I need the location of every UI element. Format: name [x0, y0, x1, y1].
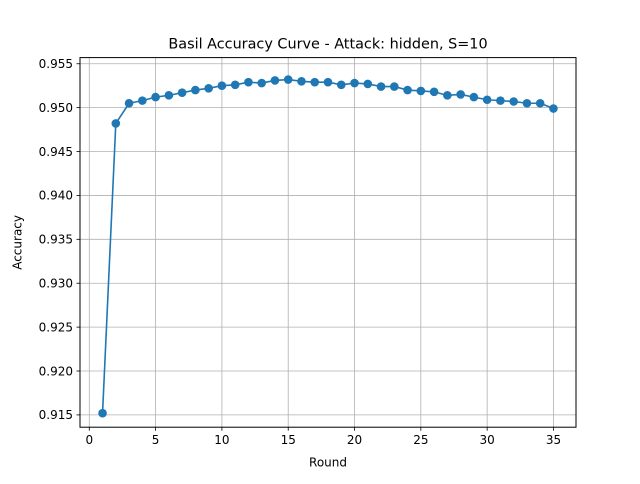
y-tick-label: 0.940 — [39, 189, 73, 203]
data-point — [230, 80, 240, 90]
data-point — [403, 85, 412, 95]
data-point — [443, 91, 452, 100]
data-point — [124, 98, 134, 108]
data-point — [310, 77, 320, 87]
y-tick-label: 0.920 — [39, 364, 73, 378]
data-point — [416, 86, 426, 96]
data-point — [429, 87, 439, 97]
data-point — [363, 79, 373, 89]
data-point — [244, 77, 253, 87]
data-point — [111, 119, 121, 128]
x-tick-label: 20 — [347, 433, 362, 447]
data-point — [496, 96, 505, 105]
data-point — [204, 84, 213, 93]
data-point — [482, 95, 492, 105]
grid-lines — [80, 57, 576, 428]
x-tick-label: 10 — [214, 433, 229, 447]
plot-area-frame — [79, 57, 577, 428]
data-point — [390, 82, 399, 91]
y-tick-label: 0.950 — [39, 101, 73, 115]
data-point — [350, 78, 359, 88]
data-point — [469, 92, 479, 102]
x-tick-label: 0 — [85, 433, 93, 447]
data-point — [191, 85, 200, 95]
x-tick-label: 30 — [480, 433, 495, 447]
data-point — [177, 88, 187, 98]
data-point — [98, 408, 107, 418]
data-point — [138, 96, 147, 105]
data-point — [522, 98, 532, 108]
data-point — [509, 97, 518, 106]
series-layer — [98, 75, 558, 418]
y-tick-label: 0.935 — [39, 233, 73, 247]
chart-title: Basil Accuracy Curve - Attack: hidden, S… — [168, 37, 487, 53]
x-axis-ticks: 0 5 10 15 20 25 30 35 — [85, 427, 561, 447]
x-tick-label: 5 — [152, 433, 160, 447]
x-tick-label: 25 — [413, 433, 428, 447]
y-tick-label: 0.955 — [39, 57, 73, 71]
y-tick-label: 0.925 — [39, 320, 73, 334]
data-point — [323, 77, 333, 87]
y-tick-label: 0.915 — [39, 408, 73, 422]
data-point — [336, 80, 346, 90]
data-point — [297, 77, 306, 86]
y-tick-label: 0.930 — [39, 277, 73, 291]
y-tick-label: 0.945 — [39, 145, 73, 159]
data-point — [151, 92, 160, 102]
y-axis-ticks: 0.915 0.920 0.925 0.930 0.935 0.940 0.945 0.950… — [39, 57, 80, 422]
x-tick-label: 15 — [281, 433, 296, 447]
x-axis-label: Round — [309, 456, 347, 470]
data-point — [283, 75, 293, 84]
data-point — [376, 82, 386, 91]
data-point — [549, 104, 558, 113]
data-point — [164, 91, 174, 100]
y-axis-label: Accuracy — [11, 215, 25, 270]
data-point — [257, 78, 266, 88]
data-point — [270, 76, 280, 85]
data-point — [217, 81, 227, 90]
x-tick-label: 35 — [546, 433, 561, 447]
data-point — [535, 98, 545, 108]
data-point — [456, 90, 465, 99]
